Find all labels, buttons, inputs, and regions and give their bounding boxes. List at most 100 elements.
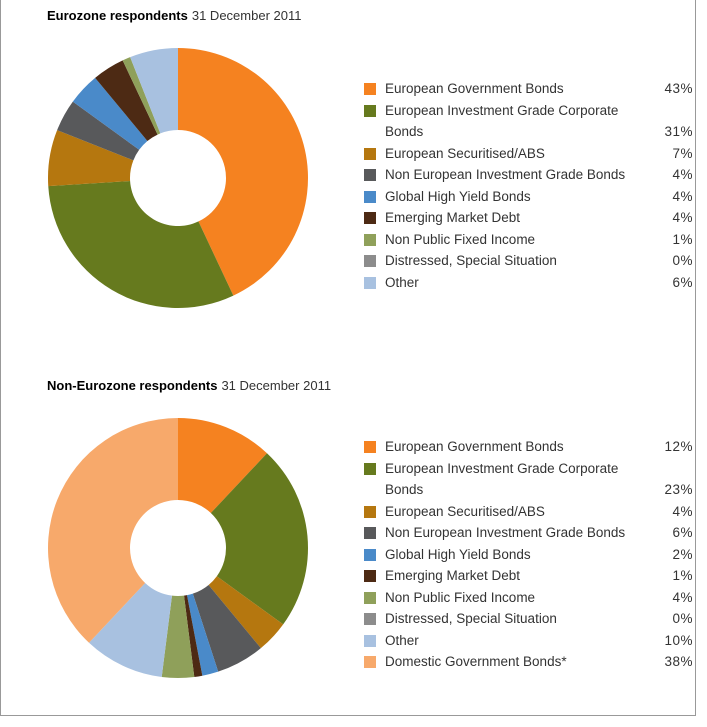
- donut-slice: [208, 576, 284, 649]
- donut-slice: [95, 60, 158, 142]
- legend-row: Non Public Fixed Income 1%: [364, 229, 693, 251]
- legend-label: Distressed, Special Situation: [385, 611, 557, 626]
- legend-label: Other: [385, 632, 419, 648]
- legend-label: European Securitised/ABS: [385, 145, 545, 161]
- legend-value: 4%: [672, 188, 693, 204]
- legend-row: Global High Yield Bonds 2%: [364, 544, 693, 566]
- donut-slice: [48, 181, 234, 308]
- legend-row: European Government Bonds 43%: [364, 78, 693, 100]
- legend-value: 0%: [672, 253, 693, 268]
- chart-section: Non-Eurozone respondents 31 December 2011…: [0, 370, 697, 727]
- legend-label: European Securitised/ABS: [385, 503, 545, 519]
- legend-label: European Investment Grade Corporate Bond…: [385, 102, 619, 140]
- legend-value: 31%: [664, 124, 693, 139]
- legend-swatch: [364, 462, 376, 475]
- legend: European Government Bonds 43% European Inv…: [364, 78, 693, 293]
- legend-swatch: [364, 276, 376, 289]
- legend-row: European Securitised/ABS 4%: [364, 501, 693, 523]
- legend-swatch: [364, 656, 376, 668]
- legend-value: 23%: [664, 482, 693, 497]
- legend-row: Domestic Government Bonds* 38%: [364, 651, 693, 673]
- legend-row: Emerging Market Debt 4%: [364, 207, 693, 229]
- legend-label: European Government Bonds: [385, 439, 564, 454]
- legend-row: European Government Bonds 12%: [364, 436, 693, 458]
- legend-label: Other: [385, 274, 419, 290]
- donut-slice: [57, 101, 140, 161]
- frame: [0, 0, 696, 716]
- legend-label: Non Public Fixed Income: [385, 589, 536, 605]
- legend-swatch: [364, 441, 376, 453]
- chart-title: Eurozone respondents: [47, 8, 188, 23]
- legend-label: Non European Investment Grade Bonds: [385, 167, 626, 182]
- legend-value: 43%: [664, 81, 693, 96]
- legend-row: Other 10%: [364, 630, 693, 652]
- legend: European Government Bonds 12% European Inv…: [364, 436, 693, 673]
- donut-slice: [184, 595, 203, 677]
- legend-value: 4%: [672, 210, 693, 225]
- donut-chart: [48, 418, 308, 678]
- donut-slice: [161, 595, 195, 678]
- legend-label: Non European Investment Grade Bonds: [385, 525, 626, 540]
- legend-row: Emerging Market Debt 1%: [364, 565, 693, 587]
- donut-slice: [186, 593, 219, 676]
- legend-swatch: [364, 233, 376, 246]
- legend-value: 10%: [664, 632, 693, 648]
- legend-value: 6%: [672, 274, 693, 290]
- legend-row: Non European Investment Grade Bonds 4%: [364, 164, 693, 186]
- legend-row: Non European Investment Grade Bonds 6%: [364, 522, 693, 544]
- chart-section: Eurozone respondents 31 December 2011 Euro…: [0, 0, 697, 360]
- donut-slice: [178, 418, 267, 514]
- legend-row: European Securitised/ABS 7%: [364, 143, 693, 165]
- legend-value: 4%: [672, 503, 693, 519]
- legend-label: Emerging Market Debt: [385, 568, 521, 583]
- legend-swatch: [364, 613, 376, 625]
- legend-label: Global High Yield Bonds: [385, 188, 531, 204]
- legend-swatch: [364, 527, 376, 539]
- donut-slice: [72, 77, 148, 150]
- legend-row: Non Public Fixed Income 4%: [364, 587, 693, 609]
- chart-heading: Non-Eurozone respondents 31 December 2011: [47, 378, 331, 393]
- chart-title: Non-Eurozone respondents: [47, 378, 218, 393]
- legend-row: Distressed, Special Situation 0%: [364, 608, 693, 630]
- legend-swatch: [364, 83, 376, 95]
- legend-row: Other 6%: [364, 272, 693, 294]
- donut-slice: [192, 584, 261, 672]
- legend-label: European Government Bonds: [385, 81, 564, 96]
- donut-slice: [122, 57, 161, 135]
- chart-subtitle: 31 December 2011: [191, 8, 302, 23]
- legend-label: European Investment Grade Corporate Bond…: [385, 460, 619, 498]
- donut-slice: [89, 582, 172, 677]
- legend-swatch: [364, 190, 376, 203]
- donut-chart: [48, 48, 308, 308]
- legend-row: European Investment Grade Corporate Bond…: [364, 100, 693, 143]
- legend-row: Global High Yield Bonds 4%: [364, 186, 693, 208]
- donut-slice: [48, 130, 134, 187]
- legend-value: 4%: [672, 167, 693, 182]
- donut-slice: [210, 453, 308, 625]
- legend-value: 0%: [672, 611, 693, 626]
- legend-value: 1%: [672, 568, 693, 583]
- legend-swatch: [364, 591, 376, 604]
- legend-swatch: [364, 505, 376, 518]
- legend-value: 6%: [672, 525, 693, 540]
- legend-label: Distressed, Special Situation: [385, 253, 557, 268]
- chart-subtitle: 31 December 2011: [221, 378, 332, 393]
- legend-value: 38%: [664, 654, 693, 669]
- legend-row: European Investment Grade Corporate Bond…: [364, 458, 693, 501]
- legend-swatch: [364, 634, 376, 647]
- legend-swatch: [364, 548, 376, 561]
- legend-label: Non Public Fixed Income: [385, 231, 536, 247]
- legend-row: Distressed, Special Situation 0%: [364, 250, 693, 272]
- legend-swatch: [364, 169, 376, 181]
- legend-value: 7%: [672, 145, 693, 161]
- legend-swatch: [364, 147, 376, 160]
- donut-slice: [130, 48, 178, 134]
- legend-swatch: [364, 570, 376, 582]
- donut-slice: [178, 48, 308, 296]
- legend-swatch: [364, 255, 376, 267]
- legend-label: Domestic Government Bonds*: [385, 654, 567, 669]
- legend-value: 4%: [672, 589, 693, 605]
- legend-value: 1%: [672, 231, 693, 247]
- chart-heading: Eurozone respondents 31 December 2011: [47, 8, 301, 23]
